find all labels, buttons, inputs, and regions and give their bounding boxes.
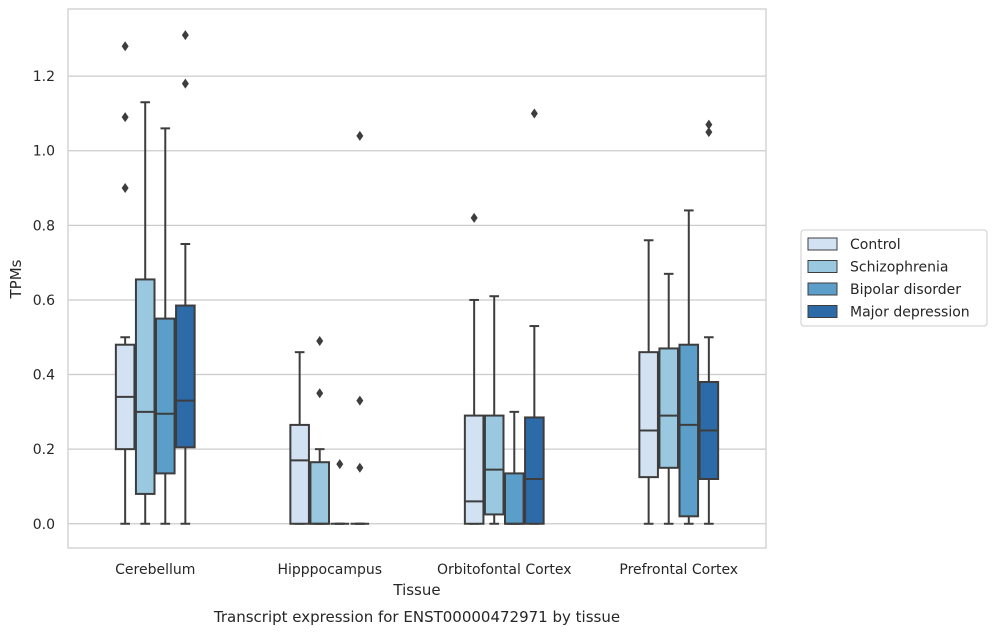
box-major-depression: [175, 30, 196, 525]
y-tick-label: 0.0: [33, 517, 55, 533]
box-control: [638, 239, 659, 525]
outlier-point: [121, 41, 129, 52]
y-axis-ticks: 0.0 0.2 0.4 0.6 0.8 1.0 1.2: [33, 69, 55, 533]
outlier-point: [181, 78, 189, 89]
box-bipolar-disorder: [155, 127, 176, 525]
box-schizophrenia: [483, 295, 505, 525]
y-tick-label: 0.8: [33, 218, 55, 234]
outlier-point: [530, 108, 538, 119]
outlier-point: [316, 388, 324, 399]
legend-swatch: [807, 237, 838, 251]
y-axis-label: TPMs: [7, 259, 25, 299]
chart-caption: Transcript expression for ENST0000047297…: [213, 608, 620, 626]
legend-frame: [800, 229, 988, 327]
outlier-point: [356, 395, 364, 406]
box-iqr: [463, 414, 485, 525]
box-bipolar-disorder: [678, 209, 700, 525]
x-tick-label: Prefrontal Cortex: [619, 562, 738, 578]
x-tick-label: Cerebellum: [115, 562, 195, 578]
outlier-point: [181, 30, 189, 41]
box-iqr: [289, 423, 310, 525]
legend-label: Bipolar disorder: [850, 282, 961, 298]
box-iqr: [175, 304, 196, 449]
box-iqr: [658, 347, 679, 469]
box-major-depression: [698, 119, 720, 525]
outlier-point: [336, 459, 344, 470]
outlier-point: [705, 119, 713, 130]
outlier-point: [356, 130, 364, 141]
outlier-point: [316, 335, 324, 346]
outlier-point: [705, 127, 713, 138]
box-major-depression: [524, 108, 545, 525]
legend-swatch: [807, 305, 838, 318]
box-iqr: [483, 414, 505, 516]
box-iqr: [678, 343, 700, 518]
y-tick-label: 1.2: [33, 69, 55, 85]
y-tick-label: 0.4: [33, 368, 55, 384]
box-schizophrenia: [309, 335, 330, 525]
box-iqr: [155, 317, 176, 475]
x-axis-label: Tissue: [392, 581, 440, 599]
y-tick-label: 0.2: [33, 442, 55, 458]
legend: Control Schizophrenia Bipolar disorder Majo…: [800, 229, 988, 327]
x-tick-label: Hipppocampus: [277, 562, 382, 578]
box-major-depression: [350, 130, 370, 525]
box-series: [114, 30, 720, 525]
box-iqr: [524, 416, 545, 525]
box-control: [463, 212, 485, 525]
box-iqr: [309, 461, 330, 525]
box-schizophrenia: [134, 101, 156, 525]
outlier-point: [356, 462, 364, 473]
legend-swatch: [807, 282, 838, 296]
box-iqr: [134, 278, 156, 495]
box-bipolar-disorder: [504, 410, 525, 525]
plot-frame: [67, 8, 767, 549]
box-control: [114, 41, 136, 525]
box-control: [289, 351, 310, 525]
box-iqr: [638, 351, 659, 479]
box-iqr: [504, 472, 525, 525]
y-tick-label: 1.0: [33, 144, 55, 160]
box-schizophrenia: [658, 272, 679, 525]
legend-swatch: [807, 260, 838, 273]
legend-label: Major depression: [850, 305, 970, 321]
outlier-point: [470, 212, 478, 223]
outlier-point: [121, 183, 129, 194]
x-tick-label: Orbitofontal Cortex: [437, 562, 572, 578]
legend-label: Control: [850, 237, 901, 253]
box-bipolar-disorder: [330, 459, 350, 525]
legend-label: Schizophrenia: [850, 260, 948, 276]
x-axis-ticks: Cerebellum Hipppocampus Orbitofontal Corte…: [115, 562, 738, 578]
outlier-point: [121, 112, 129, 123]
y-tick-label: 0.6: [33, 293, 55, 309]
